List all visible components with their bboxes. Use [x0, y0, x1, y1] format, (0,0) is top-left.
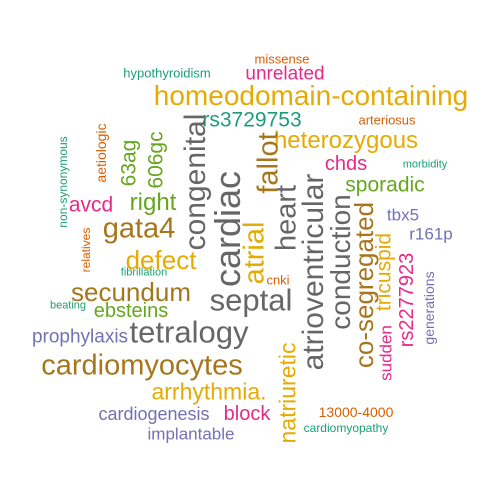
word-arteriosus: arteriosus [358, 112, 416, 128]
word-sudden: sudden [376, 325, 396, 381]
word-rs2277923: rs2277923 [396, 252, 418, 348]
word-13000-4000: 13000-4000 [318, 404, 394, 420]
word-tbx5: tbx5 [386, 205, 420, 225]
word-cnki: cnki [266, 272, 290, 288]
word-ebsteins: ebsteins [93, 300, 169, 322]
word-cardiogenesis: cardiogenesis [98, 404, 210, 424]
word-avcd: avcd [68, 193, 114, 217]
word-fibrillation: fibrillation [120, 266, 168, 279]
word-homeodomain-containing: homeodomain-containing [153, 80, 469, 111]
word-606gc: 606gc [144, 131, 168, 189]
word-aetiologic: aetiologic [93, 123, 109, 183]
word-septal: septal [209, 282, 293, 318]
word-morbidity: morbidity [402, 158, 448, 171]
word-secundum: secundum [71, 277, 191, 307]
word-heterozygous: heterozygous [273, 127, 419, 154]
word-hypothyroidism: hypothyroidism [123, 65, 211, 81]
word-block: block [223, 403, 271, 425]
word-relatives: relatives [79, 227, 93, 273]
word-63ag: 63ag [117, 139, 141, 187]
word-right: right [129, 189, 177, 216]
word-rs3729753: rs3729753 [202, 108, 302, 132]
word-defect: defect [125, 245, 197, 275]
word-generations: generations [421, 271, 437, 345]
word-tetralogy: tetralogy [129, 314, 249, 350]
word-tricuspid: tricuspid [372, 232, 396, 312]
word-cardiomyopathy: cardiomyopathy [303, 421, 389, 435]
word-sporadic: sporadic [345, 173, 425, 197]
word-gata4: gata4 [102, 212, 176, 245]
word-chds: chds [324, 153, 368, 175]
word-beating: beating [49, 299, 87, 312]
word-unrelated: unrelated [245, 63, 325, 85]
word-natriuretic: natriuretic [274, 342, 301, 444]
word-atrial: atrial [238, 221, 271, 285]
word-arrhythmia: arrhythmia. [151, 378, 267, 405]
word-non-synonymous: non-synonymous [56, 136, 70, 228]
word-missense: missense [254, 51, 310, 67]
word-r161p: r161p [409, 224, 453, 244]
word-implantable: implantable [147, 424, 235, 444]
word-cardiomyocytes: cardiomyocytes [41, 349, 243, 382]
word-prophylaxis: prophylaxis [31, 326, 129, 348]
